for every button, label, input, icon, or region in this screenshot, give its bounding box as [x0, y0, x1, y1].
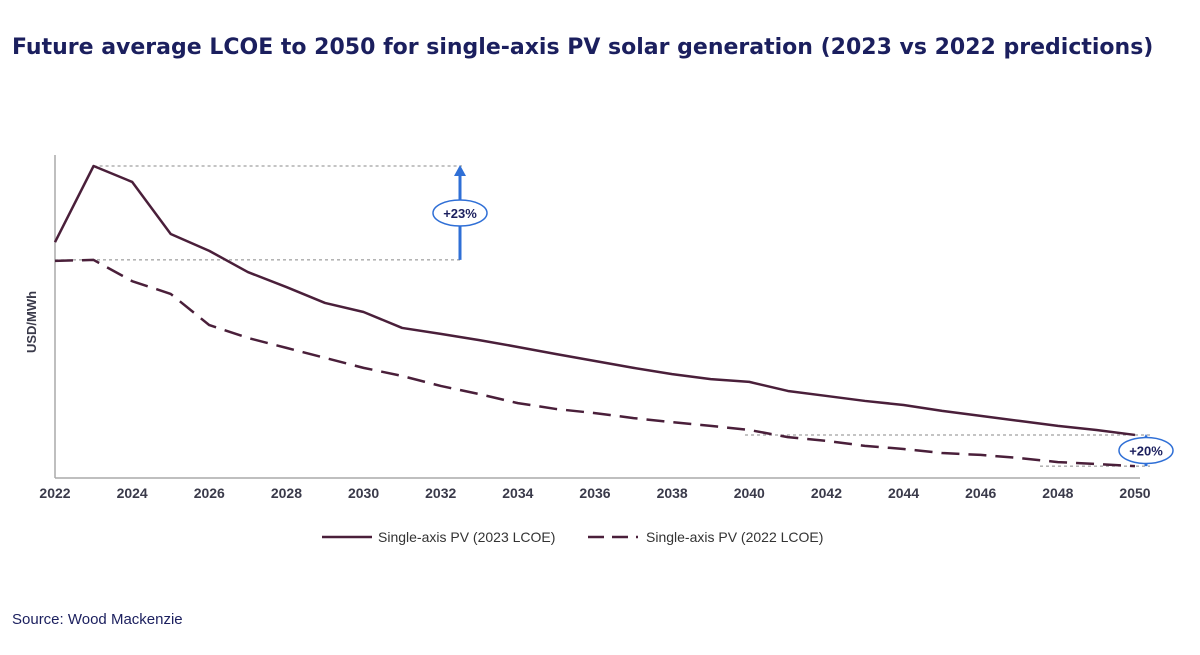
x-tick-label: 2040 [734, 485, 765, 501]
x-tick-label: 2034 [502, 485, 533, 501]
x-tick-label: 2048 [1042, 485, 1073, 501]
annotation-badge [432, 199, 488, 227]
x-tick-label: 2038 [657, 485, 688, 501]
series-line-2022 [54, 258, 1136, 468]
legend-label-2023: Single-axis PV (2023 LCOE) [378, 529, 555, 545]
annotation-label: +23% [443, 206, 477, 221]
legend-label-2022: Single-axis PV (2022 LCOE) [646, 529, 823, 545]
series-line-2023 [53, 164, 1136, 437]
x-tick-label: 2026 [194, 485, 225, 501]
y-axis-label: USD/MWh [24, 291, 39, 353]
x-tick-label: 2028 [271, 485, 302, 501]
x-tick-label: 2030 [348, 485, 379, 501]
source-note: Source: Wood Mackenzie [12, 611, 183, 628]
arrow-up-icon [454, 165, 466, 176]
x-tick-label: 2044 [888, 485, 919, 501]
legend: Single-axis PV (2023 LCOE) Single-axis P… [322, 529, 823, 545]
x-tick-label: 2050 [1119, 485, 1150, 501]
x-tick-label: 2046 [965, 485, 996, 501]
x-tick-label: 2042 [811, 485, 842, 501]
x-tick-label: 2032 [425, 485, 456, 501]
x-tick-label: 2036 [579, 485, 610, 501]
annotation-badge [1118, 436, 1174, 465]
chart-title: Future average LCOE to 2050 for single-a… [12, 35, 1153, 60]
x-tick-label: 2022 [39, 485, 70, 501]
x-tick-label: 2024 [117, 485, 148, 501]
annotation-label: +20% [1129, 444, 1163, 459]
